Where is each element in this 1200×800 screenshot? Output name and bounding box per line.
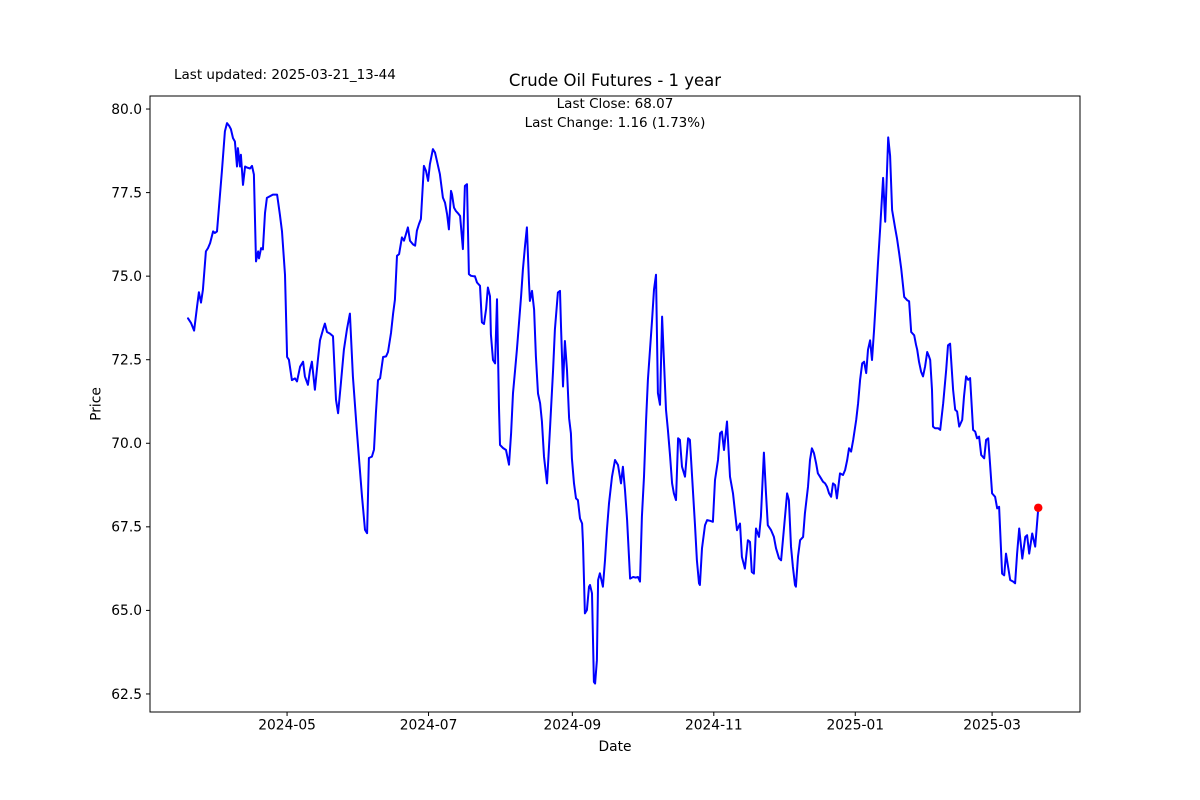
x-tick-label: 2024-07 bbox=[400, 718, 458, 734]
y-tick-label: 62.5 bbox=[111, 687, 142, 703]
x-tick-label: 2025-01 bbox=[826, 718, 884, 734]
x-tick-label: 2024-09 bbox=[543, 718, 601, 734]
chart-title: Crude Oil Futures - 1 year bbox=[508, 71, 722, 90]
x-tick-label: 2024-05 bbox=[258, 718, 316, 734]
price-line bbox=[187, 122, 1040, 685]
y-tick-label: 75.0 bbox=[111, 269, 142, 285]
last-updated-annotation: Last updated: 2025-03-21_13-44 bbox=[174, 67, 396, 83]
y-tick-label: 77.5 bbox=[111, 185, 142, 201]
last-close-marker bbox=[1034, 503, 1043, 512]
y-tick-label: 65.0 bbox=[111, 603, 142, 619]
y-tick-label: 67.5 bbox=[111, 520, 142, 536]
last-change-annotation: Last Change: 1.16 (1.73%) bbox=[524, 115, 706, 131]
plot-frame bbox=[149, 95, 1081, 713]
x-tick-label: 2025-03 bbox=[963, 718, 1021, 734]
x-tick-label: 2024-11 bbox=[685, 718, 743, 734]
y-axis-label: Price bbox=[88, 387, 105, 421]
y-tick-label: 72.5 bbox=[111, 353, 142, 369]
y-tick-label: 70.0 bbox=[111, 436, 142, 452]
y-tick-label: 80.0 bbox=[111, 102, 142, 118]
last-close-annotation: Last Close: 68.07 bbox=[556, 96, 674, 112]
x-axis-label: Date bbox=[598, 739, 632, 755]
